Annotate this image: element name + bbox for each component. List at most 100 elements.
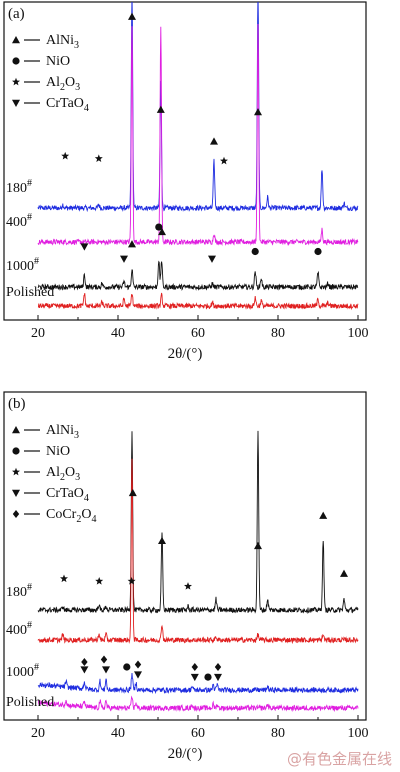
chart-panel-b: 20 40 60 80 100 2θ/(°) (b) 180# 400# 1000# Polishe…: [3, 391, 369, 762]
series-label-sup: #: [27, 178, 32, 189]
legend-text-sub: 2: [60, 82, 65, 93]
phase-marker-star: [61, 151, 70, 160]
x-tick-label: 100: [348, 326, 369, 341]
phase-marker-diamond: [191, 663, 198, 672]
x-axis-label: 2θ/(°): [168, 346, 203, 362]
legend-entry: CrTaO4: [46, 486, 89, 504]
series-label-sup: #: [34, 256, 39, 267]
x-tick-label: 100: [348, 726, 369, 741]
phase-marker-circle: [155, 223, 163, 231]
series-line-polished: [37, 292, 359, 311]
series-line-400: [37, 23, 359, 247]
series-line-180: [37, 2, 359, 213]
series-line-400: [37, 458, 359, 645]
legend-entry: Al2O3: [46, 465, 80, 483]
legend-text-main: CrTaO: [46, 96, 84, 111]
series-label-1000: 1000#: [6, 662, 39, 680]
legend-text-main: AlNi: [46, 423, 74, 438]
phase-marker-triangle-up: [128, 488, 137, 497]
legend-text-tail: O: [65, 75, 75, 90]
legend-text-main: NiO: [46, 54, 70, 69]
legend-text-tail: O: [81, 507, 91, 522]
x-tick-label: 60: [191, 726, 205, 741]
phase-marker-triangle-up: [128, 12, 136, 20]
phase-marker-diamond: [81, 657, 88, 666]
legend-entry: AlNi3: [46, 423, 79, 441]
phase-marker-diamond: [214, 663, 222, 672]
legend-marker-triangle-down: [12, 489, 20, 497]
series-line-1000: [37, 672, 359, 695]
phase-marker-triangle-down: [190, 673, 199, 682]
phase-marker-triangle-up: [158, 227, 166, 236]
phase-marker-triangle-down: [208, 255, 216, 263]
legend-marker-star: [12, 77, 20, 86]
phase-marker-star: [60, 574, 68, 583]
legend-text-sub: 4: [91, 514, 96, 525]
phase-marker-triangle-up: [319, 511, 328, 519]
legend-marker-circle: [12, 447, 20, 455]
legend-marker-triangle-down: [12, 99, 20, 107]
plot-frame: [3, 1, 367, 321]
legend-marker-triangle-up: [12, 36, 20, 44]
legend-entry: AlNi3: [46, 33, 79, 51]
series-label-400: 400#: [6, 212, 32, 230]
x-tick-label: 80: [271, 726, 285, 741]
panel-label: (a): [8, 6, 25, 22]
series-label-180: 180#: [6, 582, 32, 600]
series-label-sup: #: [34, 662, 39, 673]
phase-marker-triangle-up: [158, 536, 166, 545]
legend-text-main: Al: [46, 465, 60, 480]
legend-text-sub: 3: [74, 430, 79, 441]
series-line-polished: [37, 695, 359, 713]
series-line-1000: [37, 260, 359, 291]
legend-text-sub: 2: [60, 472, 65, 483]
x-tick-label: 20: [31, 726, 45, 741]
legend-entry: NiO: [46, 444, 70, 459]
legend-entry: CrTaO4: [46, 96, 89, 114]
legend-text-sub: 2: [76, 514, 81, 525]
watermark-text: @有色金属在线: [287, 750, 392, 768]
legend-marker-diamond: [12, 510, 20, 518]
series-label-polished: Polished: [6, 695, 54, 710]
phase-marker-circle: [204, 673, 212, 681]
phase-marker-triangle-down: [80, 666, 89, 674]
legend-text-sub: 4: [84, 103, 89, 114]
phase-marker-star: [220, 156, 228, 165]
plot-frame: [3, 391, 367, 721]
phase-marker-star: [95, 577, 104, 585]
phase-marker-triangle-up: [254, 108, 262, 116]
legend-marker-circle: [12, 57, 20, 65]
phase-marker-triangle-down: [134, 671, 142, 679]
panel-label: (b): [8, 396, 26, 412]
series-label-sup: #: [27, 620, 32, 631]
series-line-180: [37, 430, 359, 615]
phase-marker-triangle-down: [80, 243, 89, 251]
phase-marker-circle: [251, 247, 259, 256]
phase-marker-triangle-up: [254, 541, 262, 550]
x-axis-label: 2θ/(°): [168, 746, 203, 762]
legend-text-sub: 3: [74, 40, 79, 51]
legend-text-main: Al: [46, 75, 60, 90]
phase-marker-circle: [123, 663, 131, 671]
phase-marker-triangle-down: [214, 673, 222, 682]
x-tick-label: 40: [111, 326, 125, 341]
series-label-180: 180#: [6, 178, 32, 196]
x-tick-label: 80: [271, 326, 285, 341]
series-label-sup: #: [27, 582, 32, 593]
legend-text-main: AlNi: [46, 33, 74, 48]
x-tick-label: 60: [191, 326, 205, 341]
phase-marker-star: [94, 154, 103, 162]
phase-marker-triangle-up: [340, 569, 348, 577]
series-label-1000: 1000#: [6, 256, 39, 274]
series-label-polished: Polished: [6, 285, 54, 300]
legend-text-sub: 3: [75, 82, 80, 93]
phase-marker-circle: [314, 247, 322, 256]
legend-text-main: NiO: [46, 444, 70, 459]
phase-marker-diamond: [134, 660, 142, 669]
phase-marker-star: [127, 577, 136, 585]
legend-marker-star: [12, 467, 20, 476]
legend-text-sub: 4: [84, 493, 89, 504]
series-label-400: 400#: [6, 620, 32, 638]
phase-marker-star: [184, 582, 192, 590]
